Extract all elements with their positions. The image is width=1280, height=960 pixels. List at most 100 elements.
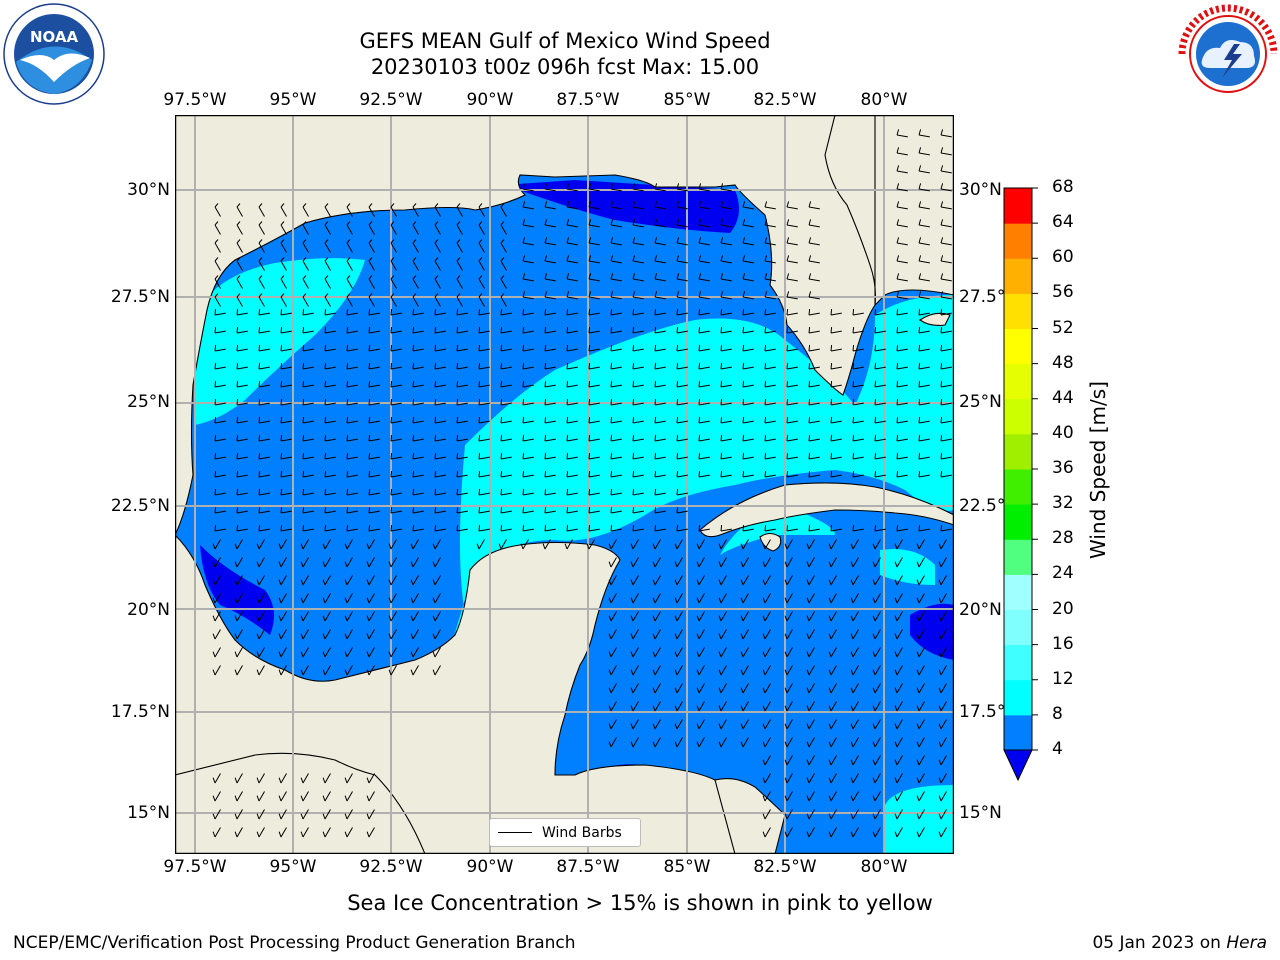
wind-barb [344,539,353,550]
wind-barb [608,737,617,748]
wind-barb [236,293,243,307]
wind-barb [808,291,820,300]
wind-barb [940,291,952,300]
wind-barb [938,827,947,838]
wind-barb [344,557,353,568]
wind-barb [256,629,265,640]
wind-barb [344,791,353,802]
wind-barb [740,593,749,604]
wind-barb [610,381,622,388]
wind-barb [806,827,815,838]
wind-barb [588,399,600,406]
wind-barb [808,309,820,316]
wind-barb [676,237,688,246]
wind-barb [938,809,947,820]
wind-barb [850,701,859,712]
sea-ice-note: Sea Ice Concentration > 15% is shown in … [347,891,933,915]
wind-barb [830,381,842,388]
wind-barb [918,417,930,424]
wind-barb [698,273,710,282]
wind-barb [630,539,639,550]
wind-barb [280,399,292,406]
wind-barb [346,257,353,271]
wind-barb [500,381,512,388]
wind-barb [544,273,556,282]
wind-barb [212,665,221,676]
wind-barb [850,665,859,676]
wind-barb [300,647,309,658]
wind-barb [388,539,397,550]
wind-barb [300,593,309,604]
wind-barb [212,791,221,802]
wind-barb [918,309,930,316]
wind-barb [762,773,771,784]
wind-barb [610,183,622,192]
wind-barb [764,471,776,478]
wind-barb [698,345,710,352]
wind-barb [786,363,798,370]
wind-barb [522,219,534,228]
wind-barb [522,417,534,424]
wind-barb [544,201,556,210]
wind-barb [872,791,881,802]
wind-barb [742,219,754,228]
wind-barb [696,629,705,640]
map-legend: Wind Barbs [489,818,641,847]
wind-barb [630,629,639,640]
wind-barb [784,557,793,568]
wind-barb [456,381,468,388]
wind-barb [544,345,556,352]
wind-barb [654,273,666,282]
wind-barb [654,381,666,388]
wind-barb [412,309,424,316]
wind-barb [632,471,644,478]
wind-barb [478,257,485,271]
wind-barb [478,525,490,532]
wind-barb [896,219,908,228]
wind-barb [938,557,947,568]
wind-barb [720,309,732,316]
colorbar-tick-label: 12 [1052,668,1074,689]
wind-barb [938,647,947,658]
wind-barb [412,239,419,253]
lat-label-right: 27.5°N [959,287,1019,307]
wind-barb [674,665,683,676]
wind-barb [830,345,842,352]
wind-barb [830,309,842,316]
wind-barb [432,593,441,604]
wind-barb [214,417,226,424]
wind-barb [434,203,441,217]
wind-barb [234,665,243,676]
wind-barb [522,489,534,496]
colorbar-bin [1004,644,1032,681]
wind-barb [918,183,930,192]
wind-barb [806,593,815,604]
wind-barb [302,489,314,496]
wind-barb [938,683,947,694]
wind-barb [302,381,314,388]
wind-barb [388,611,397,622]
wind-barb [456,525,468,532]
wind-barb [894,809,903,820]
wind-barb [258,471,270,478]
wind-barb [720,525,732,532]
wind-barb [652,647,661,658]
wind-barb [236,309,248,316]
wind-barb [742,453,754,460]
wind-barb [324,417,336,424]
colorbar-bin [1004,609,1032,646]
wind-barb [412,399,424,406]
wind-barb [872,773,881,784]
wind-barb [478,453,490,460]
wind-barb [652,539,661,550]
wind-barb [322,665,331,676]
wind-barb [478,435,490,442]
wind-barb [300,629,309,640]
wind-barb [236,363,248,370]
wind-barb [500,417,512,424]
wind-barb [214,239,221,253]
wind-barb [324,435,336,442]
wind-barb [434,507,446,514]
wind-barb [830,525,842,532]
wind-barb [520,539,529,550]
